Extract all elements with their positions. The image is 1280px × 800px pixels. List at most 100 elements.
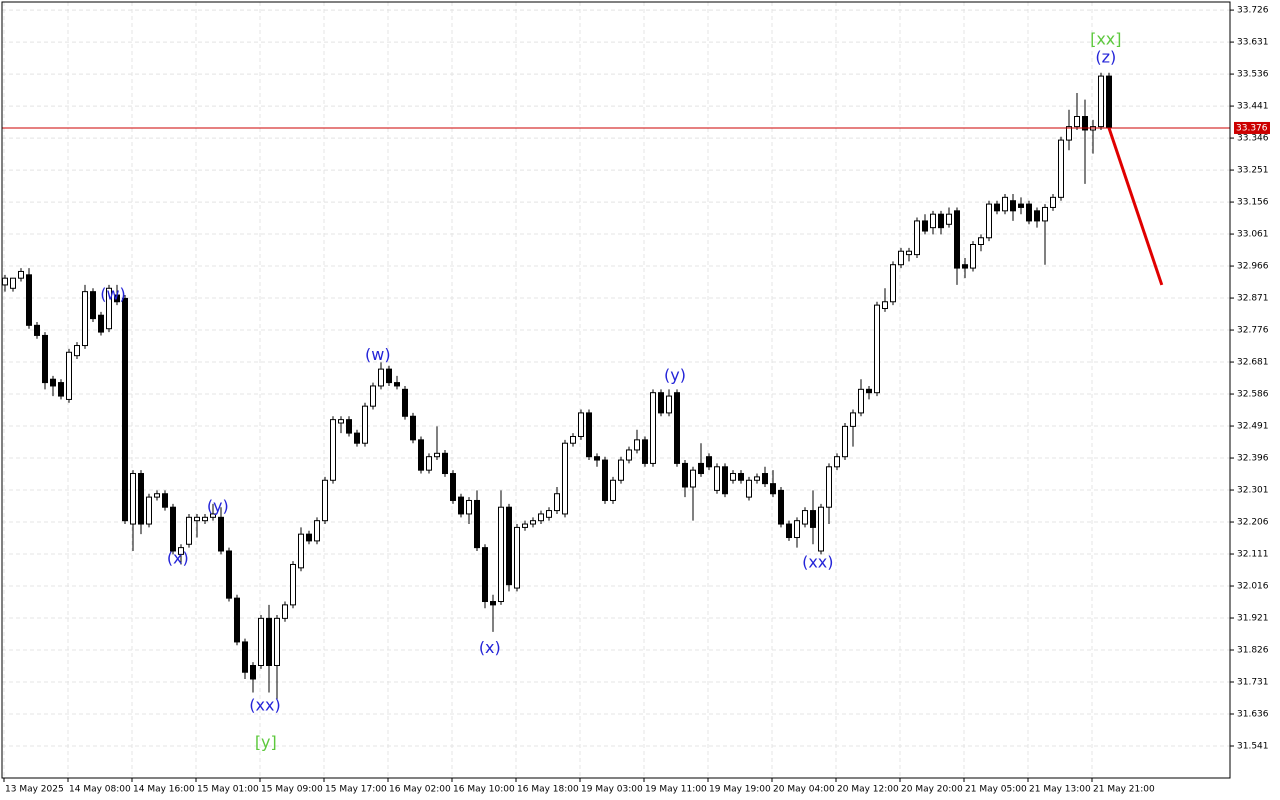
x-tick-label: 16 May 10:00 — [453, 785, 515, 795]
x-tick-label: 21 May 13:00 — [1029, 785, 1091, 795]
candle-body — [922, 220, 928, 232]
x-tick-label: 19 May 03:00 — [581, 785, 643, 795]
candle-body — [18, 270, 24, 279]
candle-body — [122, 297, 128, 522]
candle-body — [50, 378, 56, 387]
candle-body — [602, 459, 608, 501]
candle-body — [626, 449, 632, 461]
x-tick-label: 20 May 12:00 — [837, 785, 899, 795]
wave-label: (y) — [207, 497, 229, 516]
candle-body — [738, 473, 744, 481]
candle-body — [162, 493, 168, 508]
candle-body — [258, 617, 264, 667]
y-tick-label: 33.726 — [1237, 6, 1269, 16]
candle-body — [898, 250, 904, 266]
candles — [2, 72, 1112, 700]
candle-body — [106, 287, 112, 330]
candle-body — [434, 452, 440, 458]
wave-label: (w) — [365, 345, 391, 364]
candle-body — [930, 213, 936, 229]
candle-body — [490, 601, 496, 606]
candle-body — [474, 499, 480, 549]
candle-body — [706, 456, 712, 468]
candle-body — [426, 456, 432, 471]
wave-label: (xx) — [802, 552, 833, 571]
candle-body — [746, 479, 752, 498]
candle-body — [314, 520, 320, 542]
x-tick-label: 16 May 02:00 — [389, 785, 451, 795]
candle-body — [906, 250, 912, 256]
candle-body — [74, 345, 80, 357]
x-tick-label: 19 May 11:00 — [645, 785, 707, 795]
candle-body — [138, 473, 144, 525]
candle-body — [178, 547, 184, 555]
wave-label: (w) — [100, 285, 126, 304]
candle-body — [842, 425, 848, 458]
candle-body — [1066, 126, 1072, 141]
candle-body — [26, 274, 32, 326]
candle-body — [274, 617, 280, 667]
candle-body — [986, 203, 992, 239]
x-tick-label: 21 May 21:00 — [1093, 785, 1155, 795]
x-tick-label: 21 May 05:00 — [965, 785, 1027, 795]
candle-body — [594, 456, 600, 461]
y-tick-label: 32.301 — [1237, 486, 1269, 496]
candle-body — [370, 385, 376, 407]
candle-body — [914, 220, 920, 256]
candle-body — [42, 334, 48, 384]
candle-body — [714, 466, 720, 491]
candle-body — [682, 462, 688, 488]
y-tick-label: 33.346 — [1237, 134, 1269, 144]
current-price-label: 33.376 — [1236, 123, 1268, 133]
candle-body — [186, 516, 192, 545]
candle-body — [866, 388, 872, 394]
y-tick-label: 32.111 — [1237, 550, 1269, 560]
candle-body — [498, 506, 504, 603]
current-price-box — [1234, 121, 1270, 134]
candle-body — [130, 473, 136, 525]
candle-body — [506, 506, 512, 586]
y-tick-label: 33.251 — [1237, 166, 1269, 176]
candle-body — [810, 510, 816, 528]
candle-body — [378, 368, 384, 387]
candle-body — [338, 419, 344, 424]
candle-body — [290, 563, 296, 606]
candle-body — [450, 473, 456, 501]
x-tick-label: 15 May 09:00 — [261, 785, 323, 795]
candle-body — [10, 277, 16, 289]
wave-label: (y) — [664, 365, 686, 384]
candle-body — [466, 499, 472, 515]
candle-body — [170, 506, 176, 552]
y-tick-label: 32.776 — [1237, 326, 1269, 336]
candle-body — [1018, 203, 1024, 208]
wave-label: [xx] — [1090, 30, 1121, 49]
x-tick-label: 14 May 16:00 — [133, 785, 195, 795]
y-tick-label: 32.396 — [1237, 454, 1269, 464]
candle-body — [634, 439, 640, 451]
candle-body — [154, 493, 160, 498]
candle-body — [2, 277, 8, 286]
y-tick-label: 32.016 — [1237, 582, 1269, 592]
candle-body — [994, 203, 1000, 212]
candle-body — [770, 483, 776, 495]
candle-body — [242, 641, 248, 673]
candle-body — [146, 496, 152, 525]
candle-body — [826, 466, 832, 508]
candle-body — [690, 469, 696, 488]
candle-body — [554, 493, 560, 512]
candle-body — [946, 213, 952, 225]
candle-body — [538, 513, 544, 522]
x-tick-label: 19 May 19:00 — [709, 785, 771, 795]
candle-body — [674, 392, 680, 464]
candle-body — [530, 520, 536, 525]
overlays: (w) (x) (y) (xx) [y] (w) (x) (y) (xx) [xx](z) — [2, 30, 1230, 751]
candle-body — [970, 244, 976, 269]
candle-body — [762, 473, 768, 485]
candle-body — [818, 506, 824, 552]
candle-body — [874, 304, 880, 394]
candle-body — [962, 264, 968, 269]
y-tick-label: 33.441 — [1237, 102, 1269, 112]
candle-body — [1106, 75, 1112, 129]
